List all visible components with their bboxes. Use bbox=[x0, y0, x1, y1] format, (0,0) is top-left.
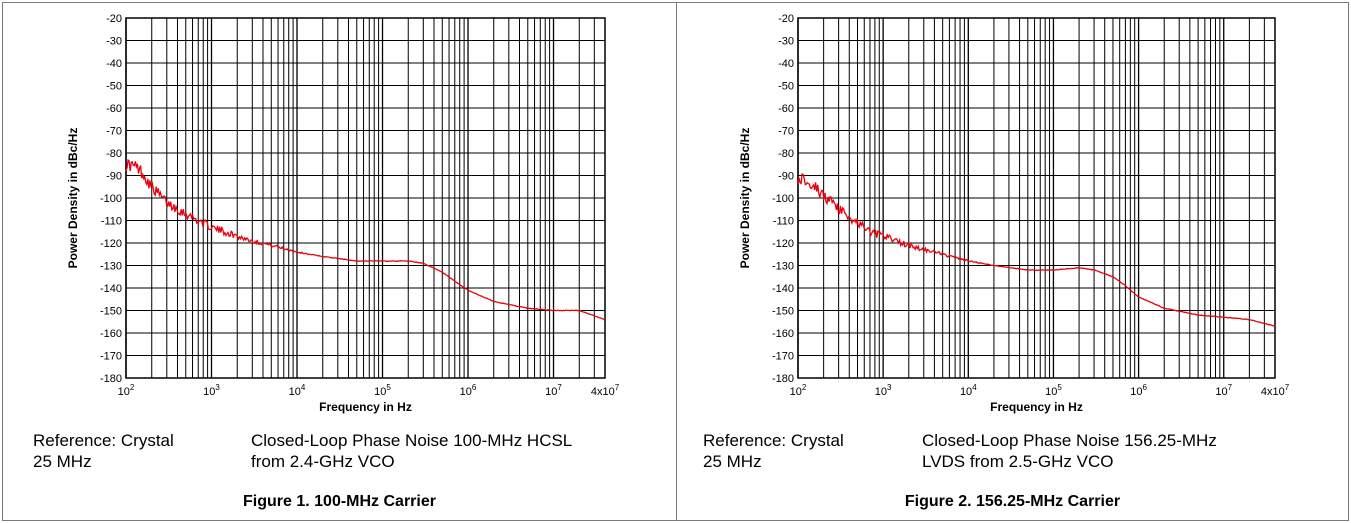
y-tick-label: -130 bbox=[772, 261, 794, 273]
plot-frame bbox=[797, 17, 1276, 379]
y-tick-label: -60 bbox=[106, 103, 122, 115]
plot-frame bbox=[125, 17, 606, 379]
y-tick-label: -40 bbox=[106, 58, 122, 70]
y-tick-label: -180 bbox=[772, 373, 794, 385]
figure-title-2: Figure 2. 156.25-MHz Carrier bbox=[904, 493, 1121, 510]
phase-noise-chart-2: -20 -30 -40 -50 -60 -70 -80 -90 -100 -110 -120 -130… bbox=[738, 13, 1290, 414]
x-tick-label: 106 bbox=[460, 383, 477, 398]
y-tick-label: -90 bbox=[106, 171, 122, 183]
y-tick-label: -110 bbox=[101, 216, 122, 228]
y-tick-label: -100 bbox=[100, 193, 122, 205]
x-tick-label: 102 bbox=[118, 383, 135, 398]
y-tick-label: -50 bbox=[778, 81, 794, 93]
phase-noise-chart-1: -20 -30 -40 -50 -60 -70 -80 -90 -100 -110 -120 -130… bbox=[66, 13, 620, 414]
y-tick-label: -100 bbox=[772, 193, 794, 205]
grid-lines bbox=[797, 17, 1276, 379]
y-tick-label: -30 bbox=[778, 36, 794, 48]
x-tick-label: 104 bbox=[960, 383, 977, 398]
x-tick-label: 4x107 bbox=[1261, 383, 1290, 398]
y-tick-label: -140 bbox=[100, 283, 122, 295]
y-tick-label: -180 bbox=[100, 373, 122, 385]
y-tick-label: -160 bbox=[772, 328, 794, 340]
x-tick-label: 4x107 bbox=[591, 383, 620, 398]
x-tick-label: 107 bbox=[545, 383, 562, 398]
x-tick-label: 102 bbox=[790, 383, 807, 398]
y-tick-label: -30 bbox=[106, 36, 122, 48]
y-tick-label: -170 bbox=[100, 351, 122, 363]
x-tick-label: 107 bbox=[1215, 383, 1232, 398]
y-tick-label: -40 bbox=[778, 58, 794, 70]
x-tick-label: 103 bbox=[875, 383, 892, 398]
y-tick-label: -120 bbox=[772, 238, 794, 250]
phase-noise-series-line bbox=[125, 158, 605, 320]
caption-reference-2: Reference: Crystal 25 MHz bbox=[703, 431, 844, 471]
y-tick-label: -20 bbox=[106, 13, 122, 25]
y-tick-label: -20 bbox=[778, 13, 794, 25]
y-tick-label: -170 bbox=[772, 351, 794, 363]
y-axis-label: Power Density in dBc/Hz bbox=[738, 128, 752, 269]
y-tick-label: -50 bbox=[106, 81, 122, 93]
figure-2-panel: -20 -30 -40 -50 -60 -70 -80 -90 -100 -110 -120 -130… bbox=[676, 2, 1349, 521]
x-tick-label: 104 bbox=[289, 383, 306, 398]
y-tick-label: -140 bbox=[772, 283, 794, 295]
x-axis-label: Frequency in Hz bbox=[990, 400, 1083, 414]
caption-description-2: Closed-Loop Phase Noise 156.25-MHz LVDS … bbox=[922, 431, 1217, 471]
y-axis-label: Power Density in dBc/Hz bbox=[66, 128, 80, 269]
y-tick-label: -110 bbox=[773, 216, 794, 228]
x-tick-label: 105 bbox=[1045, 383, 1062, 398]
x-axis-label: Frequency in Hz bbox=[319, 400, 412, 414]
y-tick-label: -120 bbox=[100, 238, 122, 250]
x-tick-label: 103 bbox=[203, 383, 220, 398]
y-tick-label: -130 bbox=[100, 261, 122, 273]
caption-reference-1: Reference: Crystal 25 MHz bbox=[33, 431, 174, 471]
x-tick-label: 106 bbox=[1130, 383, 1147, 398]
phase-noise-series-line bbox=[797, 172, 1276, 327]
x-tick-label: 105 bbox=[374, 383, 391, 398]
y-tick-label: -80 bbox=[778, 148, 794, 160]
y-tick-label: -150 bbox=[100, 306, 122, 318]
figure-title-1: Figure 1. 100-MHz Carrier bbox=[243, 493, 436, 510]
y-tick-label: -160 bbox=[100, 328, 122, 340]
y-tick-label: -70 bbox=[778, 126, 794, 138]
y-tick-label: -80 bbox=[106, 148, 122, 160]
figure-1-panel: -20 -30 -40 -50 -60 -70 -80 -90 -100 -110 -120 -130… bbox=[2, 2, 677, 521]
grid-lines bbox=[125, 17, 606, 379]
y-tick-label: -60 bbox=[778, 103, 794, 115]
y-tick-label: -150 bbox=[772, 306, 794, 318]
y-tick-label: -90 bbox=[778, 171, 794, 183]
y-tick-label: -70 bbox=[106, 126, 122, 138]
caption-description-1: Closed-Loop Phase Noise 100-MHz HCSL fro… bbox=[251, 431, 573, 471]
